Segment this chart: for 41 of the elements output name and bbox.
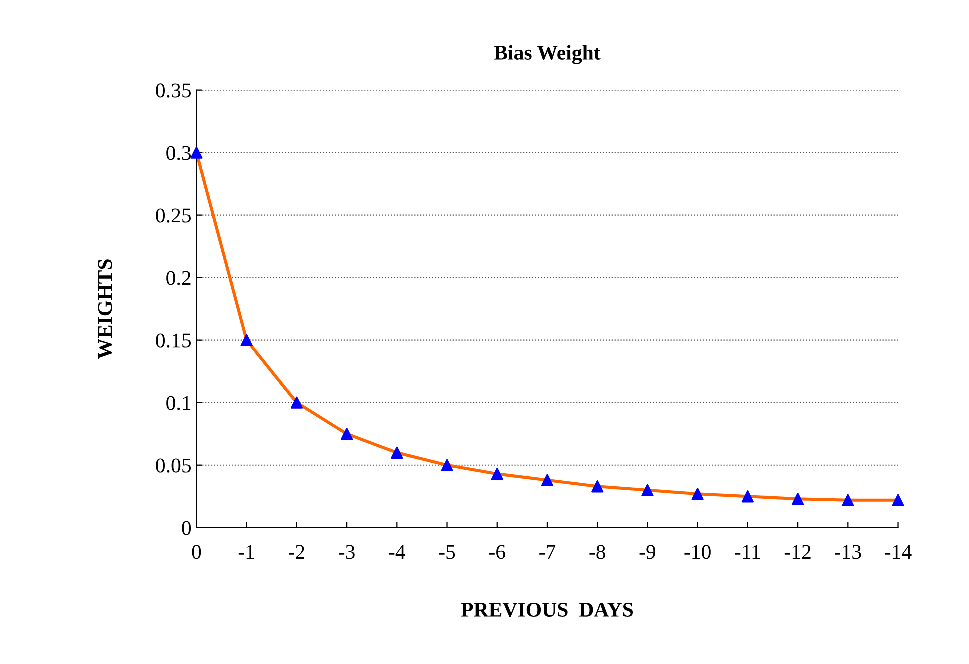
point (441, 459, 454, 472)
point (742, 490, 754, 503)
y-axis-title: WEIGHTS (98, 260, 112, 360)
point (290, 396, 304, 409)
point (692, 488, 704, 500)
point (491, 468, 504, 480)
y-tick-label: 0.3 (166, 146, 192, 160)
point (592, 480, 604, 493)
x-tick-label: -6 (489, 545, 506, 560)
x-tick-label: -7 (540, 545, 556, 560)
x-tick-label: -14 (885, 545, 912, 560)
point (642, 484, 654, 496)
x-tick-label: -1 (238, 545, 254, 560)
y-tick-label: 0.15 (156, 334, 192, 348)
x-tick-label: -12 (784, 545, 811, 560)
x-tick-label: 0 (192, 545, 202, 560)
x-tick-label: -9 (640, 545, 656, 560)
x-tick-label: -5 (439, 545, 456, 560)
x-tick-label: -11 (735, 545, 760, 560)
point (190, 146, 203, 159)
y-tick-label: 0.25 (156, 208, 192, 223)
x-axis-title: PREVIOUS DAYS (461, 602, 634, 618)
x-tick-label: -2 (289, 545, 304, 560)
point (892, 494, 904, 506)
point (340, 428, 354, 440)
y-tick-label: 0 (182, 521, 192, 536)
y-tick-label: 0.2 (166, 271, 191, 286)
x-tick-label: -13 (835, 545, 862, 560)
x-tick-label: -3 (339, 545, 355, 560)
point (391, 446, 404, 459)
point (792, 493, 804, 506)
y-tick-label: 0.35 (156, 84, 192, 98)
x-tick-label: -10 (684, 545, 711, 560)
y-tick-label: 0.05 (156, 458, 192, 473)
y-tick-label: 0.1 (166, 396, 191, 410)
point (541, 474, 554, 486)
point (842, 494, 854, 506)
x-tick-label: -8 (590, 545, 606, 560)
x-tick-label: -4 (389, 545, 406, 560)
chart-title: Bias Weight (494, 45, 601, 64)
point (240, 334, 253, 346)
